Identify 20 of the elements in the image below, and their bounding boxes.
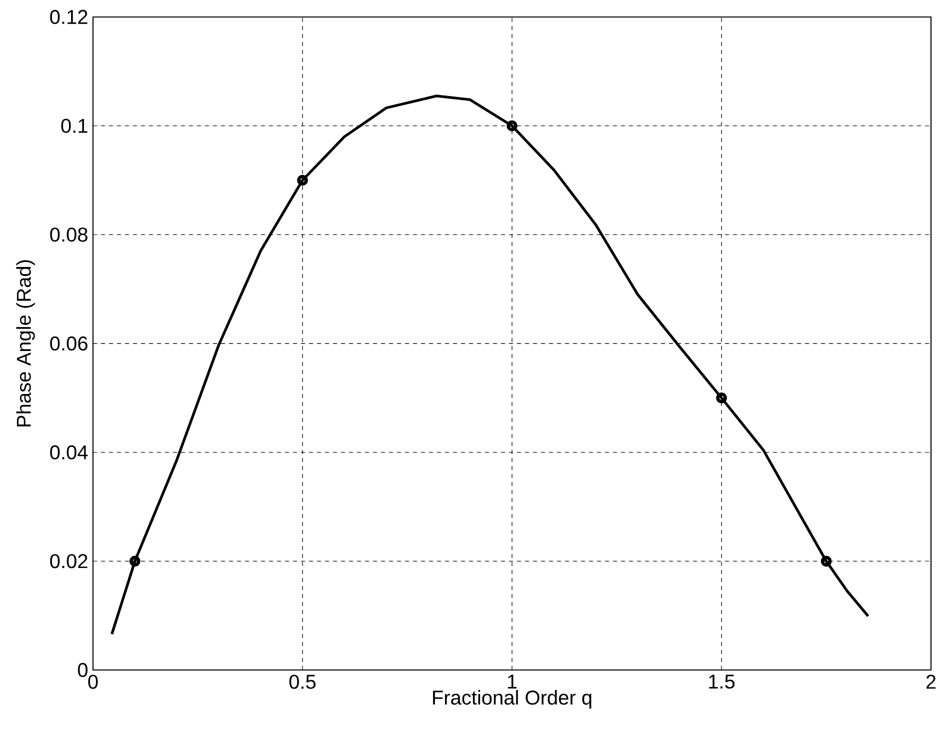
point [130, 556, 140, 567]
x-tick-label: 1.5 [709, 674, 735, 689]
point [297, 174, 308, 186]
y-tick-label: 0.12 [50, 10, 88, 24]
x-tick-label: 0.5 [289, 674, 316, 689]
y-tick-label: 0.04 [50, 445, 88, 460]
x-axis-title: Fractional Order q [433, 690, 592, 709]
line-series [110, 94, 870, 636]
point [716, 392, 727, 404]
point [820, 556, 832, 567]
y-tick-label: 0.06 [50, 336, 88, 351]
y-axis-title: Phase Angle (Rad) [16, 260, 35, 426]
point [506, 120, 518, 132]
x-tick-label: 0 [88, 674, 98, 689]
y-tick-label: 0.1 [61, 118, 88, 133]
y-tick-label: 0 [78, 662, 88, 678]
x-tick-label: 1 [508, 674, 517, 688]
x-tick-label: 2 [926, 674, 936, 689]
y-tick-label: 0.02 [50, 554, 88, 568]
y-tick-label: 0.08 [50, 228, 88, 242]
